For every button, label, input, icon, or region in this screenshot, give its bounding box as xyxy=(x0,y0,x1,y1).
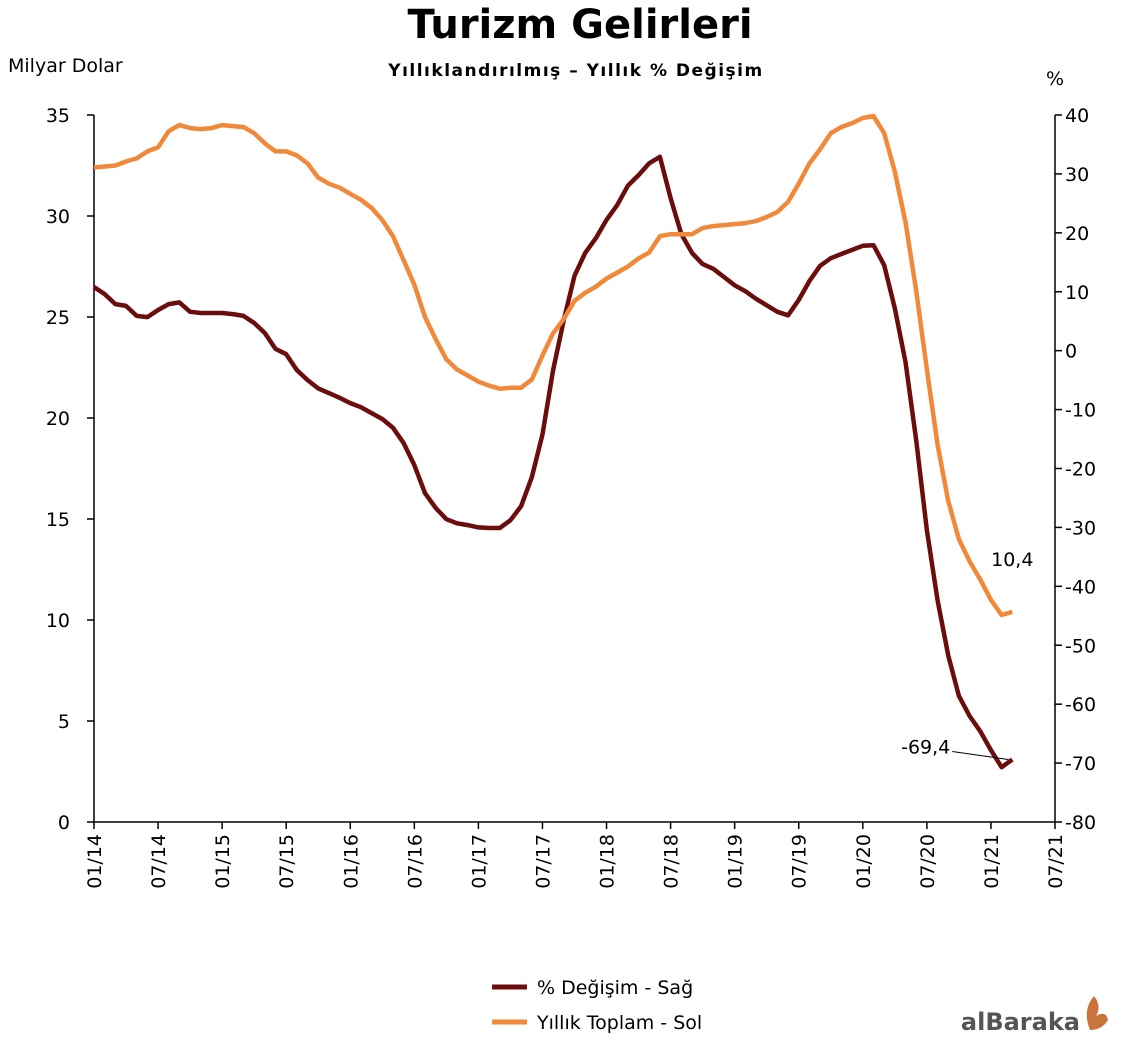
y-tick-label: 15 xyxy=(46,509,70,531)
y-tick-label: 0 xyxy=(58,812,70,834)
x-tick-label: 07/15 xyxy=(276,834,298,889)
y2-tick-label: 20 xyxy=(1065,223,1089,245)
y2-tick-label: -80 xyxy=(1065,812,1096,834)
y2-tick-label: -70 xyxy=(1065,753,1096,775)
y2-tick-label: 40 xyxy=(1065,105,1089,127)
y2-tick-label: -10 xyxy=(1065,400,1096,422)
legend-label: Yıllık Toplam - Sol xyxy=(536,1012,702,1034)
logo: alBaraka xyxy=(961,996,1108,1036)
y2-tick-label: -30 xyxy=(1065,517,1096,539)
data-label: 10,4 xyxy=(991,549,1033,571)
y2-tick-label: 30 xyxy=(1065,164,1089,186)
y-tick-label: 25 xyxy=(46,307,70,329)
x-tick-label: 01/17 xyxy=(468,834,490,889)
series-line xyxy=(92,154,1014,770)
chart-subtitle: Yıllıklandırılmış – Yıllık % Değişim xyxy=(387,61,763,81)
y2-axis-label: % xyxy=(1046,68,1064,90)
x-tick-label: 07/17 xyxy=(532,834,554,889)
x-tick-label: 07/21 xyxy=(1045,834,1067,889)
y2-tick-label: -60 xyxy=(1065,694,1096,716)
y-axis-label: Milyar Dolar xyxy=(8,55,123,77)
x-tick-label: 07/20 xyxy=(917,834,939,889)
x-tick-label: 01/16 xyxy=(340,834,362,889)
y2-tick-label: -40 xyxy=(1065,576,1096,598)
y-tick-label: 20 xyxy=(46,408,70,430)
series-line xyxy=(93,113,1013,618)
x-tick-label: 01/19 xyxy=(725,834,747,889)
x-tick-label: 01/20 xyxy=(853,834,875,889)
chart-title: Turizm Gelirleri xyxy=(407,2,752,48)
x-tick-label: 07/16 xyxy=(404,834,426,889)
y-tick-label: 30 xyxy=(46,206,70,228)
y2-tick-label: -20 xyxy=(1065,459,1096,481)
x-tick-label: 01/18 xyxy=(597,834,619,889)
y2-tick-label: 10 xyxy=(1065,282,1089,304)
data-label: -69,4 xyxy=(901,737,950,759)
x-tick-label: 07/18 xyxy=(661,834,683,889)
legend-label: % Değişim - Sağ xyxy=(537,977,693,999)
y2-tick-label: 0 xyxy=(1065,341,1077,363)
x-tick-label: 01/15 xyxy=(212,834,234,889)
x-tick-label: 01/21 xyxy=(981,834,1003,889)
x-tick-label: 07/14 xyxy=(148,834,170,889)
x-tick-label: 01/14 xyxy=(84,834,106,889)
y-tick-label: 35 xyxy=(46,105,70,127)
y-tick-label: 10 xyxy=(46,610,70,632)
annotation-leader xyxy=(952,751,1009,761)
logo-icon xyxy=(1086,996,1108,1030)
y2-tick-label: -50 xyxy=(1065,635,1096,657)
y-tick-label: 5 xyxy=(58,711,70,733)
x-tick-label: 07/19 xyxy=(789,834,811,889)
logo-text: alBaraka xyxy=(961,1008,1080,1036)
